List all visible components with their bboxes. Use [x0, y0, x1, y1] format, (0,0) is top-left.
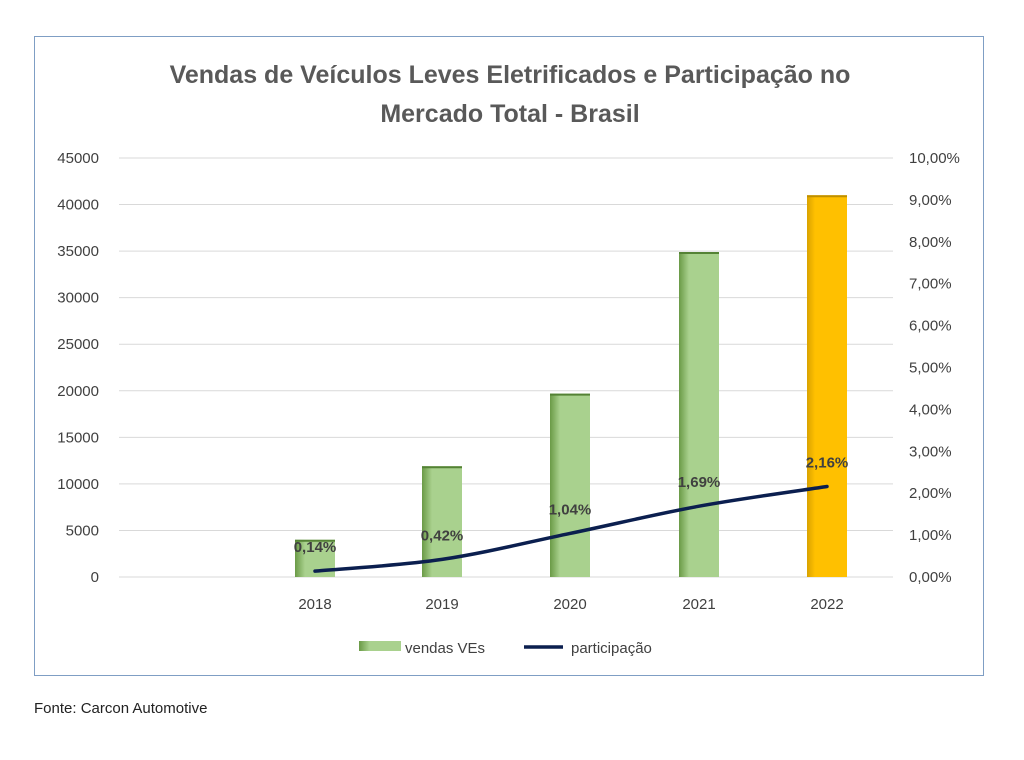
x-axis: 2018 2019 2020 2021 2022	[298, 596, 843, 613]
data-label-2018: 0,14%	[294, 539, 337, 556]
chart-frame: Vendas de Veículos Leves Eletrificados e…	[34, 36, 984, 676]
left-tick-label: 5000	[66, 522, 99, 539]
right-axis: 0,00% 1,00% 2,00% 3,00% 4,00% 5,00% 6,00% 7,00%…	[909, 150, 960, 586]
data-label-2019: 0,42%	[421, 527, 464, 544]
right-tick-label: 8,00%	[909, 234, 952, 251]
right-tick-label: 9,00%	[909, 192, 952, 209]
right-tick-label: 3,00%	[909, 443, 952, 460]
bar-2021	[679, 252, 719, 577]
left-tick-label: 15000	[57, 429, 99, 446]
x-tick-label: 2020	[553, 596, 586, 613]
participation-line	[313, 484, 829, 573]
participation-line-path	[313, 484, 829, 573]
chart-title-line-1: Vendas de Veículos Leves Eletrificados e…	[170, 61, 851, 89]
right-tick-label: 6,00%	[909, 318, 952, 335]
right-tick-label: 5,00%	[909, 360, 952, 377]
right-tick-label: 10,00%	[909, 150, 960, 167]
legend-bar-label: vendas VEs	[405, 640, 485, 657]
left-tick-label: 30000	[57, 290, 99, 307]
left-axis: 0 5000 10000 15000 20000 25000 30000 35000 40000…	[57, 150, 99, 586]
left-tick-label: 0	[91, 569, 99, 586]
left-tick-label: 40000	[57, 197, 99, 214]
data-labels: 0,14% 0,42% 1,04% 1,69% 2,16%	[294, 454, 849, 556]
left-tick-label: 25000	[57, 336, 99, 353]
x-tick-label: 2021	[682, 596, 715, 613]
x-tick-label: 2018	[298, 596, 331, 613]
legend-bar-swatch	[359, 641, 401, 651]
right-tick-label: 1,00%	[909, 527, 952, 544]
data-label-2021: 1,69%	[678, 474, 721, 491]
left-tick-label: 35000	[57, 243, 99, 260]
data-label-2022: 2,16%	[806, 454, 849, 471]
left-tick-label: 10000	[57, 476, 99, 493]
source-note: Fonte: Carcon Automotive	[34, 700, 208, 717]
bars	[295, 195, 847, 577]
left-tick-label: 45000	[57, 150, 99, 167]
legend-line-label: participação	[571, 640, 652, 657]
right-tick-label: 2,00%	[909, 485, 952, 502]
data-label-2020: 1,04%	[549, 501, 592, 518]
left-tick-label: 20000	[57, 383, 99, 400]
bar-2022	[807, 195, 847, 577]
chart: Vendas de Veículos Leves Eletrificados e…	[57, 61, 960, 657]
right-tick-label: 0,00%	[909, 569, 952, 586]
legend: vendas VEs participação	[359, 640, 652, 657]
bar-2020	[550, 393, 590, 577]
x-tick-label: 2019	[425, 596, 458, 613]
chart-title-line-2: Mercado Total - Brasil	[380, 100, 639, 128]
gridlines	[119, 157, 893, 578]
right-tick-label: 4,00%	[909, 401, 952, 418]
right-tick-label: 7,00%	[909, 276, 952, 293]
x-tick-label: 2022	[810, 596, 843, 613]
